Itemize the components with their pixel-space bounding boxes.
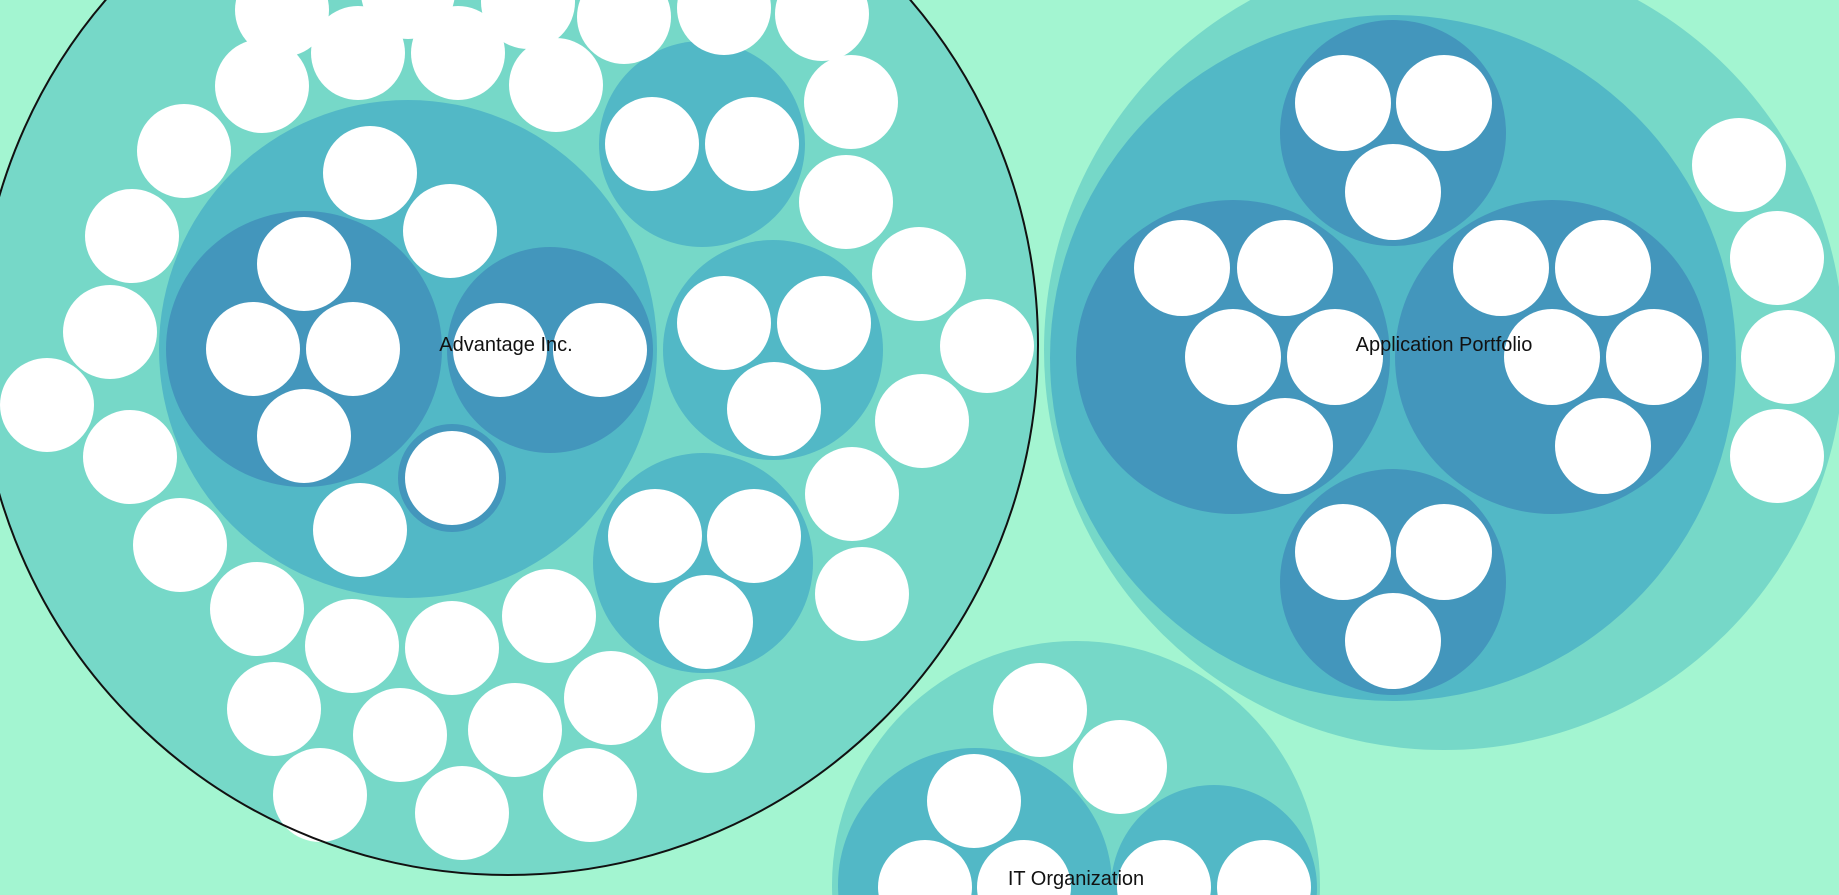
leaf-node[interactable] bbox=[993, 663, 1087, 757]
leaf-node[interactable] bbox=[273, 748, 367, 842]
leaf-node[interactable] bbox=[227, 662, 321, 756]
leaf-node[interactable] bbox=[1134, 220, 1230, 316]
leaf-node[interactable] bbox=[1555, 398, 1651, 494]
leaf-node[interactable] bbox=[206, 302, 300, 396]
leaf-node[interactable] bbox=[1185, 309, 1281, 405]
node-advantage-cluster-top[interactable] bbox=[599, 41, 805, 247]
node-application-portfolio-core[interactable] bbox=[1050, 15, 1736, 701]
leaf-node[interactable] bbox=[0, 358, 94, 452]
leaf-node[interactable] bbox=[85, 189, 179, 283]
leaf-node[interactable] bbox=[1741, 310, 1835, 404]
leaf-node[interactable] bbox=[815, 547, 909, 641]
leaf-node[interactable] bbox=[1295, 504, 1391, 600]
leaf-node[interactable] bbox=[1504, 309, 1600, 405]
leaf-node[interactable] bbox=[1692, 118, 1786, 212]
leaf-node[interactable] bbox=[1345, 593, 1441, 689]
leaf-node[interactable] bbox=[405, 431, 499, 525]
leaf-node[interactable] bbox=[305, 599, 399, 693]
leaf-node[interactable] bbox=[661, 679, 755, 773]
leaf-node[interactable] bbox=[977, 840, 1071, 895]
leaf-node[interactable] bbox=[659, 575, 753, 669]
focus-outline bbox=[0, 0, 1039, 876]
leaf-node[interactable] bbox=[1453, 220, 1549, 316]
leaf-node[interactable] bbox=[775, 0, 869, 61]
leaf-node[interactable] bbox=[1073, 720, 1167, 814]
leaf-node[interactable] bbox=[1295, 55, 1391, 151]
leaf-node[interactable] bbox=[1237, 220, 1333, 316]
leaf-node[interactable] bbox=[878, 840, 972, 895]
leaf-node[interactable] bbox=[311, 6, 405, 100]
leaf-node[interactable] bbox=[705, 97, 799, 191]
leaf-node[interactable] bbox=[799, 155, 893, 249]
leaf-node[interactable] bbox=[677, 0, 771, 55]
leaf-node[interactable] bbox=[777, 276, 871, 370]
group-application-portfolio[interactable]: Application Portfolio bbox=[1044, 0, 1839, 750]
leaf-node[interactable] bbox=[403, 184, 497, 278]
leaf-node[interactable] bbox=[872, 227, 966, 321]
group-label-it-organization: IT Organization bbox=[1008, 868, 1144, 890]
leaf-node[interactable] bbox=[63, 285, 157, 379]
leaf-node[interactable] bbox=[215, 39, 309, 133]
leaf-node[interactable] bbox=[805, 447, 899, 541]
leaf-node[interactable] bbox=[1117, 840, 1211, 895]
leaf-node[interactable] bbox=[677, 276, 771, 370]
leaf-node[interactable] bbox=[306, 302, 400, 396]
leaf-node[interactable] bbox=[543, 748, 637, 842]
leaf-node[interactable] bbox=[1730, 409, 1824, 503]
group-label-application-portfolio: Application Portfolio bbox=[1356, 334, 1533, 356]
leaf-node[interactable] bbox=[137, 104, 231, 198]
leaf-node[interactable] bbox=[257, 217, 351, 311]
leaf-node[interactable] bbox=[509, 38, 603, 132]
leaf-node[interactable] bbox=[1237, 398, 1333, 494]
leaf-node[interactable] bbox=[453, 303, 547, 397]
leaf-node[interactable] bbox=[553, 303, 647, 397]
leaf-node[interactable] bbox=[564, 651, 658, 745]
leaf-node[interactable] bbox=[1730, 211, 1824, 305]
leaf-node[interactable] bbox=[415, 766, 509, 860]
group-advantage[interactable]: Advantage Inc. bbox=[0, 0, 1039, 876]
group-label-advantage: Advantage Inc. bbox=[439, 334, 572, 356]
node-advantage-core-a[interactable] bbox=[166, 211, 442, 487]
leaf-node[interactable] bbox=[1555, 220, 1651, 316]
leaf-node[interactable] bbox=[83, 410, 177, 504]
leaf-node[interactable] bbox=[1396, 504, 1492, 600]
leaf-node[interactable] bbox=[1396, 55, 1492, 151]
leaf-node[interactable] bbox=[940, 299, 1034, 393]
leaf-node[interactable] bbox=[210, 562, 304, 656]
leaf-node[interactable] bbox=[1606, 309, 1702, 405]
leaf-node[interactable] bbox=[1287, 309, 1383, 405]
leaf-node[interactable] bbox=[1217, 840, 1311, 895]
leaf-node[interactable] bbox=[727, 362, 821, 456]
leaf-node[interactable] bbox=[804, 55, 898, 149]
leaf-node[interactable] bbox=[577, 0, 671, 64]
leaf-node[interactable] bbox=[927, 754, 1021, 848]
leaf-node[interactable] bbox=[1345, 144, 1441, 240]
leaf-node[interactable] bbox=[468, 683, 562, 777]
node-advantage-core-b[interactable] bbox=[447, 247, 653, 453]
leaf-node[interactable] bbox=[481, 0, 575, 49]
leaf-node[interactable] bbox=[133, 498, 227, 592]
leaf-node[interactable] bbox=[608, 489, 702, 583]
leaf-node[interactable] bbox=[605, 97, 699, 191]
group-it-organization[interactable]: IT Organization bbox=[832, 641, 1320, 895]
leaf-node[interactable] bbox=[875, 374, 969, 468]
leaf-node[interactable] bbox=[502, 569, 596, 663]
leaf-node[interactable] bbox=[323, 126, 417, 220]
leaf-node[interactable] bbox=[411, 6, 505, 100]
leaf-node[interactable] bbox=[257, 389, 351, 483]
leaf-node[interactable] bbox=[353, 688, 447, 782]
leaf-node[interactable] bbox=[707, 489, 801, 583]
leaf-node[interactable] bbox=[313, 483, 407, 577]
leaf-node[interactable] bbox=[405, 601, 499, 695]
